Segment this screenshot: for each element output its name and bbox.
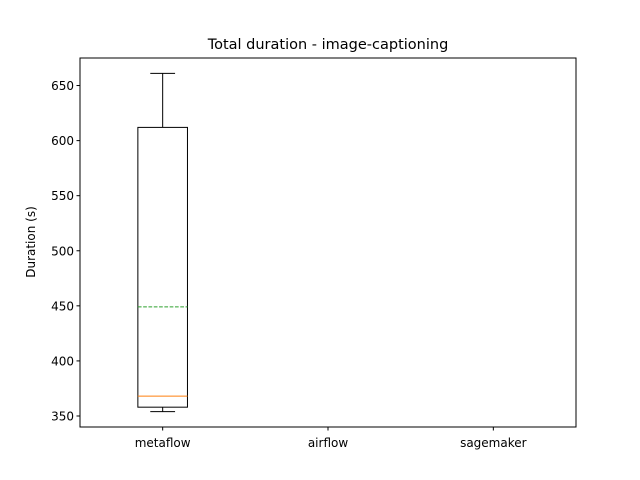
y-tick-label: 400 (51, 354, 74, 368)
y-tick-label: 500 (51, 244, 74, 258)
axes-frame (79, 57, 577, 428)
x-tick-label-metaflow: metaflow (135, 436, 191, 450)
y-tick-label: 450 (51, 299, 74, 313)
x-tick-label-sagemaker: sagemaker (460, 436, 527, 450)
chart-title: Total duration - image-captioning (207, 37, 449, 53)
y-tick-label: 650 (51, 79, 74, 93)
box-metaflow (137, 126, 188, 408)
y-axis-label: Duration (s) (24, 206, 38, 278)
x-tick-label-airflow: airflow (308, 436, 349, 450)
y-tick-label: 600 (51, 134, 74, 148)
y-tick-label: 350 (51, 409, 74, 423)
plot-layer: 350 400 450 500 550 600 650 metaflow airflow sage… (51, 72, 527, 450)
y-tick-label: 550 (51, 189, 74, 203)
